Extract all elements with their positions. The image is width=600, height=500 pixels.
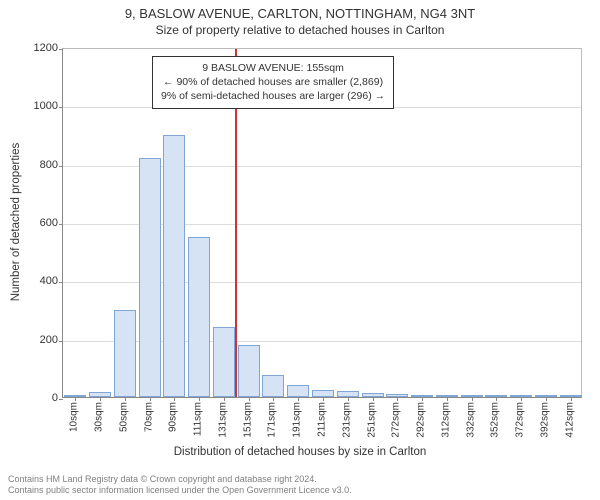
- histogram-bar: [163, 135, 185, 398]
- x-tick-mark: [521, 397, 522, 401]
- x-tick-mark: [472, 397, 473, 401]
- x-tick-label: 50sqm: [118, 402, 129, 432]
- x-tick-mark: [150, 397, 151, 401]
- footer-line-1: Contains HM Land Registry data © Crown c…: [8, 474, 352, 485]
- x-tick-mark: [174, 397, 175, 401]
- y-tick-label: 200: [22, 334, 58, 346]
- x-tick-mark: [323, 397, 324, 401]
- x-tick-label: 412sqm: [564, 402, 575, 438]
- x-tick-label: 111sqm: [193, 402, 204, 436]
- x-tick-label: 191sqm: [292, 402, 303, 438]
- histogram-bar: [213, 327, 235, 397]
- x-tick-mark: [273, 397, 274, 401]
- chart-area: 9 BASLOW AVENUE: 155sqm ← 90% of detache…: [62, 48, 582, 398]
- x-tick-label: 392sqm: [539, 402, 550, 438]
- x-tick-mark: [100, 397, 101, 401]
- x-tick-label: 70sqm: [143, 402, 154, 432]
- chart-subtitle: Size of property relative to detached ho…: [0, 21, 600, 37]
- x-tick-label: 10sqm: [69, 402, 80, 432]
- x-tick-label: 352sqm: [490, 402, 501, 438]
- x-tick-label: 372sqm: [515, 402, 526, 438]
- x-tick-label: 272sqm: [391, 402, 402, 438]
- x-tick-mark: [125, 397, 126, 401]
- histogram-bar: [114, 310, 136, 398]
- histogram-bar: [139, 158, 161, 397]
- y-tick-mark: [59, 399, 63, 400]
- x-tick-mark: [199, 397, 200, 401]
- x-tick-label: 131sqm: [217, 402, 228, 438]
- x-tick-label: 231sqm: [341, 402, 352, 438]
- x-tick-mark: [571, 397, 572, 401]
- x-tick-label: 292sqm: [416, 402, 427, 438]
- y-tick-mark: [59, 49, 63, 50]
- footer-line-2: Contains public sector information licen…: [8, 485, 352, 496]
- x-tick-mark: [447, 397, 448, 401]
- x-tick-mark: [298, 397, 299, 401]
- info-box: 9 BASLOW AVENUE: 155sqm ← 90% of detache…: [152, 56, 394, 109]
- y-tick-label: 400: [22, 275, 58, 287]
- chart-title: 9, BASLOW AVENUE, CARLTON, NOTTINGHAM, N…: [0, 0, 600, 21]
- x-tick-mark: [348, 397, 349, 401]
- x-tick-mark: [496, 397, 497, 401]
- x-tick-mark: [75, 397, 76, 401]
- histogram-bar: [312, 390, 334, 397]
- x-tick-mark: [224, 397, 225, 401]
- histogram-bar: [188, 237, 210, 397]
- x-tick-mark: [397, 397, 398, 401]
- footer-attribution: Contains HM Land Registry data © Crown c…: [8, 474, 352, 497]
- y-tick-mark: [59, 224, 63, 225]
- info-line-2: ← 90% of detached houses are smaller (2,…: [161, 75, 385, 89]
- x-tick-label: 312sqm: [440, 402, 451, 438]
- info-line-1: 9 BASLOW AVENUE: 155sqm: [161, 61, 385, 75]
- x-tick-label: 332sqm: [465, 402, 476, 438]
- histogram-bar: [287, 385, 309, 397]
- x-tick-label: 211sqm: [317, 402, 328, 437]
- y-tick-mark: [59, 282, 63, 283]
- x-tick-label: 30sqm: [94, 402, 105, 432]
- x-tick-label: 251sqm: [366, 402, 377, 438]
- y-tick-mark: [59, 166, 63, 167]
- x-tick-mark: [249, 397, 250, 401]
- x-tick-mark: [422, 397, 423, 401]
- y-tick-label: 0: [22, 392, 58, 404]
- x-tick-label: 90sqm: [168, 402, 179, 432]
- histogram-bar: [262, 375, 284, 397]
- y-tick-label: 600: [22, 217, 58, 229]
- y-tick-label: 1200: [22, 42, 58, 54]
- y-tick-mark: [59, 341, 63, 342]
- info-line-3: 9% of semi-detached houses are larger (2…: [161, 89, 385, 103]
- histogram-bar: [238, 345, 260, 398]
- x-tick-mark: [546, 397, 547, 401]
- x-tick-label: 151sqm: [242, 402, 253, 438]
- y-tick-mark: [59, 107, 63, 108]
- y-tick-label: 800: [22, 159, 58, 171]
- x-tick-label: 171sqm: [267, 402, 278, 438]
- x-tick-mark: [373, 397, 374, 401]
- y-tick-label: 1000: [22, 100, 58, 112]
- y-axis-label: Number of detached properties: [10, 143, 22, 302]
- x-axis-label: Distribution of detached houses by size …: [0, 446, 600, 458]
